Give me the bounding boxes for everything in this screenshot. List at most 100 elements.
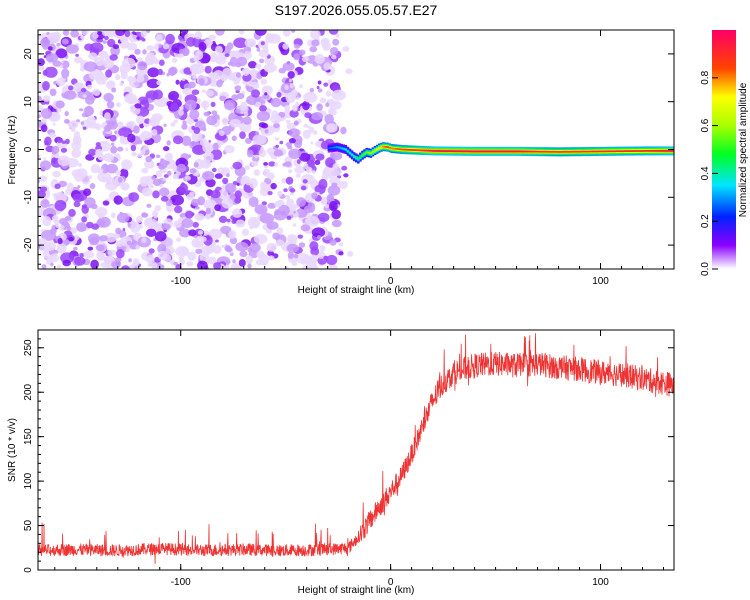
noise-blob (57, 238, 63, 245)
noise-blob (145, 90, 159, 101)
noise-blob (156, 80, 162, 86)
noise-blob (273, 149, 284, 157)
noise-blob (107, 80, 115, 87)
noise-blob (259, 58, 265, 64)
noise-blob (282, 43, 289, 50)
noise-blob (99, 111, 103, 116)
noise-blob (338, 251, 344, 256)
noise-blob (234, 197, 242, 204)
noise-blob (249, 178, 258, 189)
y-tick-label: 200 (23, 383, 34, 400)
signal-band-segment (669, 150, 673, 152)
noise-blob (64, 216, 72, 221)
noise-blob (256, 47, 261, 52)
noise-blob (52, 60, 62, 67)
noise-blob (111, 260, 121, 269)
noise-blob (101, 79, 107, 85)
noise-blob (214, 173, 223, 179)
noise-blob (55, 48, 68, 59)
noise-blob (41, 108, 52, 119)
noise-blob (146, 78, 160, 89)
x-tick-label: 0 (388, 276, 394, 287)
noise-blob (181, 123, 188, 130)
noise-blob (264, 55, 276, 65)
noise-blob (168, 66, 178, 76)
noise-blob (193, 162, 199, 168)
noise-blob (231, 219, 237, 225)
noise-blob (41, 264, 47, 269)
noise-blob (40, 124, 48, 133)
noise-blob (215, 45, 223, 54)
noise-blob (169, 194, 184, 206)
noise-blob (43, 157, 46, 161)
noise-blob (84, 105, 94, 117)
noise-blob (82, 94, 87, 98)
noise-blob (62, 30, 70, 36)
noise-blob (88, 121, 98, 129)
noise-blob (331, 209, 342, 220)
noise-blob (231, 94, 239, 101)
noise-blob (152, 178, 162, 187)
noise-blob (105, 180, 118, 191)
signal-band-segment (438, 150, 442, 152)
noise-blob (75, 53, 79, 57)
noise-blob (260, 181, 267, 187)
noise-blob (61, 38, 69, 45)
noise-blob (298, 242, 306, 248)
signal-band-segment (569, 150, 572, 153)
noise-blob (229, 56, 238, 67)
noise-blob (210, 101, 216, 108)
noise-blob (107, 249, 117, 256)
noise-blob (208, 34, 216, 41)
noise-blob (95, 142, 101, 147)
noise-blob (190, 198, 201, 207)
noise-blob (104, 124, 111, 132)
noise-blob (247, 263, 252, 269)
noise-blob (114, 130, 118, 135)
colorbar-tick-label: 0.8 (700, 70, 711, 84)
noise-blob (287, 145, 293, 150)
noise-blob (54, 183, 61, 190)
noise-blob (81, 204, 88, 209)
noise-blob (136, 139, 143, 145)
y-tick-label: 100 (23, 472, 34, 489)
noise-blob (126, 246, 131, 251)
noise-blob (310, 141, 314, 145)
noise-blob (309, 46, 318, 53)
noise-blob (316, 235, 322, 240)
noise-blob (103, 92, 114, 102)
noise-blob (196, 60, 202, 68)
signal-band-segment (489, 150, 492, 153)
noise-blob (215, 30, 225, 36)
noise-blob (282, 30, 291, 37)
noise-blob (180, 30, 189, 34)
noise-blob (51, 215, 59, 223)
signal-band-segment (640, 150, 643, 152)
noise-blob (176, 163, 187, 173)
noise-blob (274, 162, 279, 167)
noise-blob (39, 175, 48, 183)
signal-band-segment (499, 150, 503, 153)
noise-blob (342, 46, 350, 52)
noise-blob (186, 261, 194, 267)
signal-band-segment (615, 150, 618, 153)
noise-blob (235, 241, 249, 252)
noise-blob (219, 95, 227, 102)
noise-blob (104, 35, 109, 41)
noise-blob (263, 162, 268, 166)
signal-band-segment (447, 150, 450, 152)
noise-blob (191, 131, 203, 142)
noise-blob (323, 62, 332, 71)
signal-band-segment (537, 150, 541, 153)
noise-blob (52, 122, 56, 126)
noise-blob (335, 33, 340, 38)
noise-blob (254, 30, 267, 36)
noise-blob (69, 120, 79, 129)
x-tick-label: 0 (388, 577, 394, 588)
noise-blob (315, 153, 325, 161)
signal-band-segment (629, 150, 633, 152)
signal-band-segment (487, 150, 490, 153)
noise-blob (142, 49, 147, 55)
noise-blob (66, 44, 79, 54)
